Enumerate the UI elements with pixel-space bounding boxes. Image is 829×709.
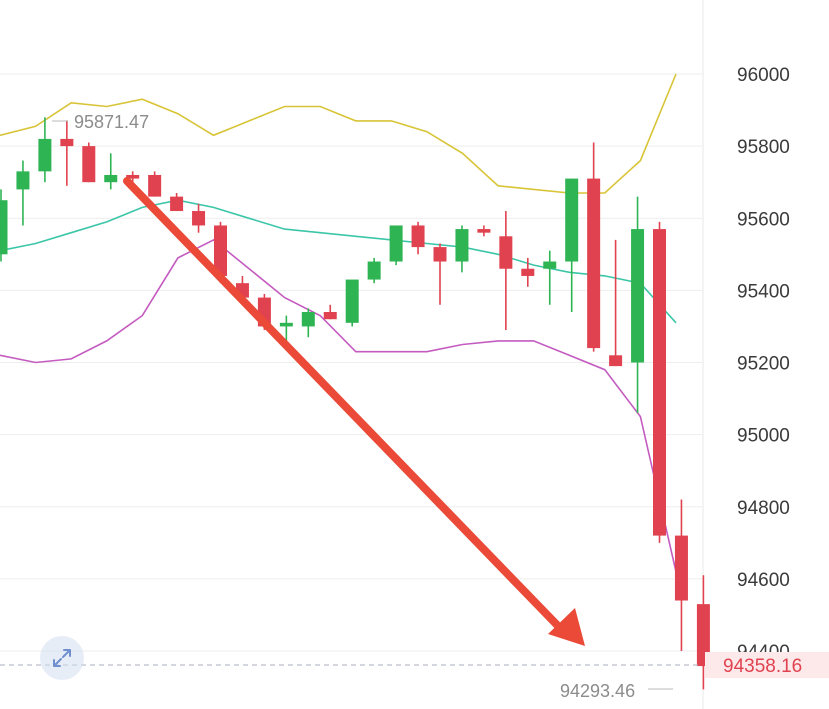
candle-body (301, 312, 315, 327)
candle-body (60, 138, 74, 147)
y-tick-label: 95000 (737, 426, 790, 447)
high-price-label: 95871.47 (74, 112, 149, 132)
candle (587, 142, 601, 352)
candle (433, 243, 447, 305)
candle-body (367, 261, 381, 280)
candle (696, 575, 710, 690)
candle-body (38, 138, 52, 172)
candle-body (674, 535, 688, 601)
bollinger-middle-line (0, 199, 677, 324)
candle (126, 171, 140, 183)
bollinger-bands (0, 73, 677, 572)
price-axis: 96000 95800 95600 95400 95200 95000 94800 94600… (737, 65, 790, 663)
expand-icon (53, 649, 71, 667)
candle (38, 117, 52, 183)
candle-body (16, 171, 30, 190)
candle (367, 257, 381, 284)
candle-body (126, 174, 140, 179)
candle-body (587, 178, 601, 349)
candle-body (192, 211, 206, 226)
expand-chart-button[interactable] (40, 636, 84, 680)
trend-arrow-head (548, 608, 585, 646)
candle (60, 120, 74, 186)
candle-body (631, 229, 645, 363)
y-tick-label: 95600 (737, 209, 790, 230)
candle-body (565, 178, 579, 262)
candle (631, 196, 645, 413)
y-tick-label: 95800 (737, 137, 790, 158)
candle (477, 225, 491, 237)
candle-body (214, 225, 227, 276)
candle-body (521, 268, 535, 276)
candle-body (609, 355, 623, 367)
candle-body (653, 229, 666, 536)
last-price-tag (705, 652, 829, 678)
candle (674, 499, 688, 651)
low-price-label: 94293.46 (560, 681, 635, 701)
y-tick-label: 94600 (737, 570, 790, 591)
candle (104, 153, 118, 190)
candle (279, 315, 293, 341)
candle (499, 211, 513, 331)
candle-body (411, 225, 425, 248)
candle (609, 239, 623, 367)
candle-body (345, 279, 359, 323)
candle-body (433, 247, 447, 262)
candle (170, 193, 184, 212)
candle (521, 257, 535, 287)
annotations: 95871.47 94293.46 94358.16 (0, 112, 829, 701)
candle-body (104, 174, 118, 183)
candle (323, 304, 337, 320)
candle-body (279, 322, 293, 327)
y-tick-label: 95200 (737, 354, 790, 375)
candle (455, 225, 469, 273)
candle (192, 203, 206, 233)
bollinger-lower-line (0, 238, 677, 572)
trend-arrow-shaft (123, 177, 564, 632)
y-tick-label: 94800 (737, 498, 790, 519)
bollinger-upper-line (0, 73, 677, 194)
candle (345, 279, 359, 327)
candle-body (82, 146, 96, 183)
candle-body (477, 229, 491, 233)
candle (148, 171, 162, 197)
candle-body (696, 604, 710, 667)
last-price-label: 94358.16 (723, 656, 802, 677)
candle (543, 250, 557, 305)
candle (82, 142, 96, 183)
candle (411, 221, 425, 255)
candle (653, 221, 666, 543)
candle-body (543, 261, 557, 269)
candle-body (499, 236, 513, 269)
candle (16, 160, 30, 226)
trend-arrow (123, 177, 585, 646)
candle (0, 189, 8, 262)
candle-body (148, 174, 162, 197)
candle-body (170, 196, 184, 212)
candle (389, 225, 403, 266)
candle (565, 178, 579, 313)
candle-body (389, 225, 403, 262)
y-tick-label: 95400 (737, 281, 790, 302)
candle (301, 308, 315, 338)
candle-body (323, 312, 337, 320)
candle-body (455, 229, 469, 262)
candle-body (0, 200, 8, 255)
y-tick-label: 96000 (737, 65, 790, 86)
candles (0, 117, 710, 690)
